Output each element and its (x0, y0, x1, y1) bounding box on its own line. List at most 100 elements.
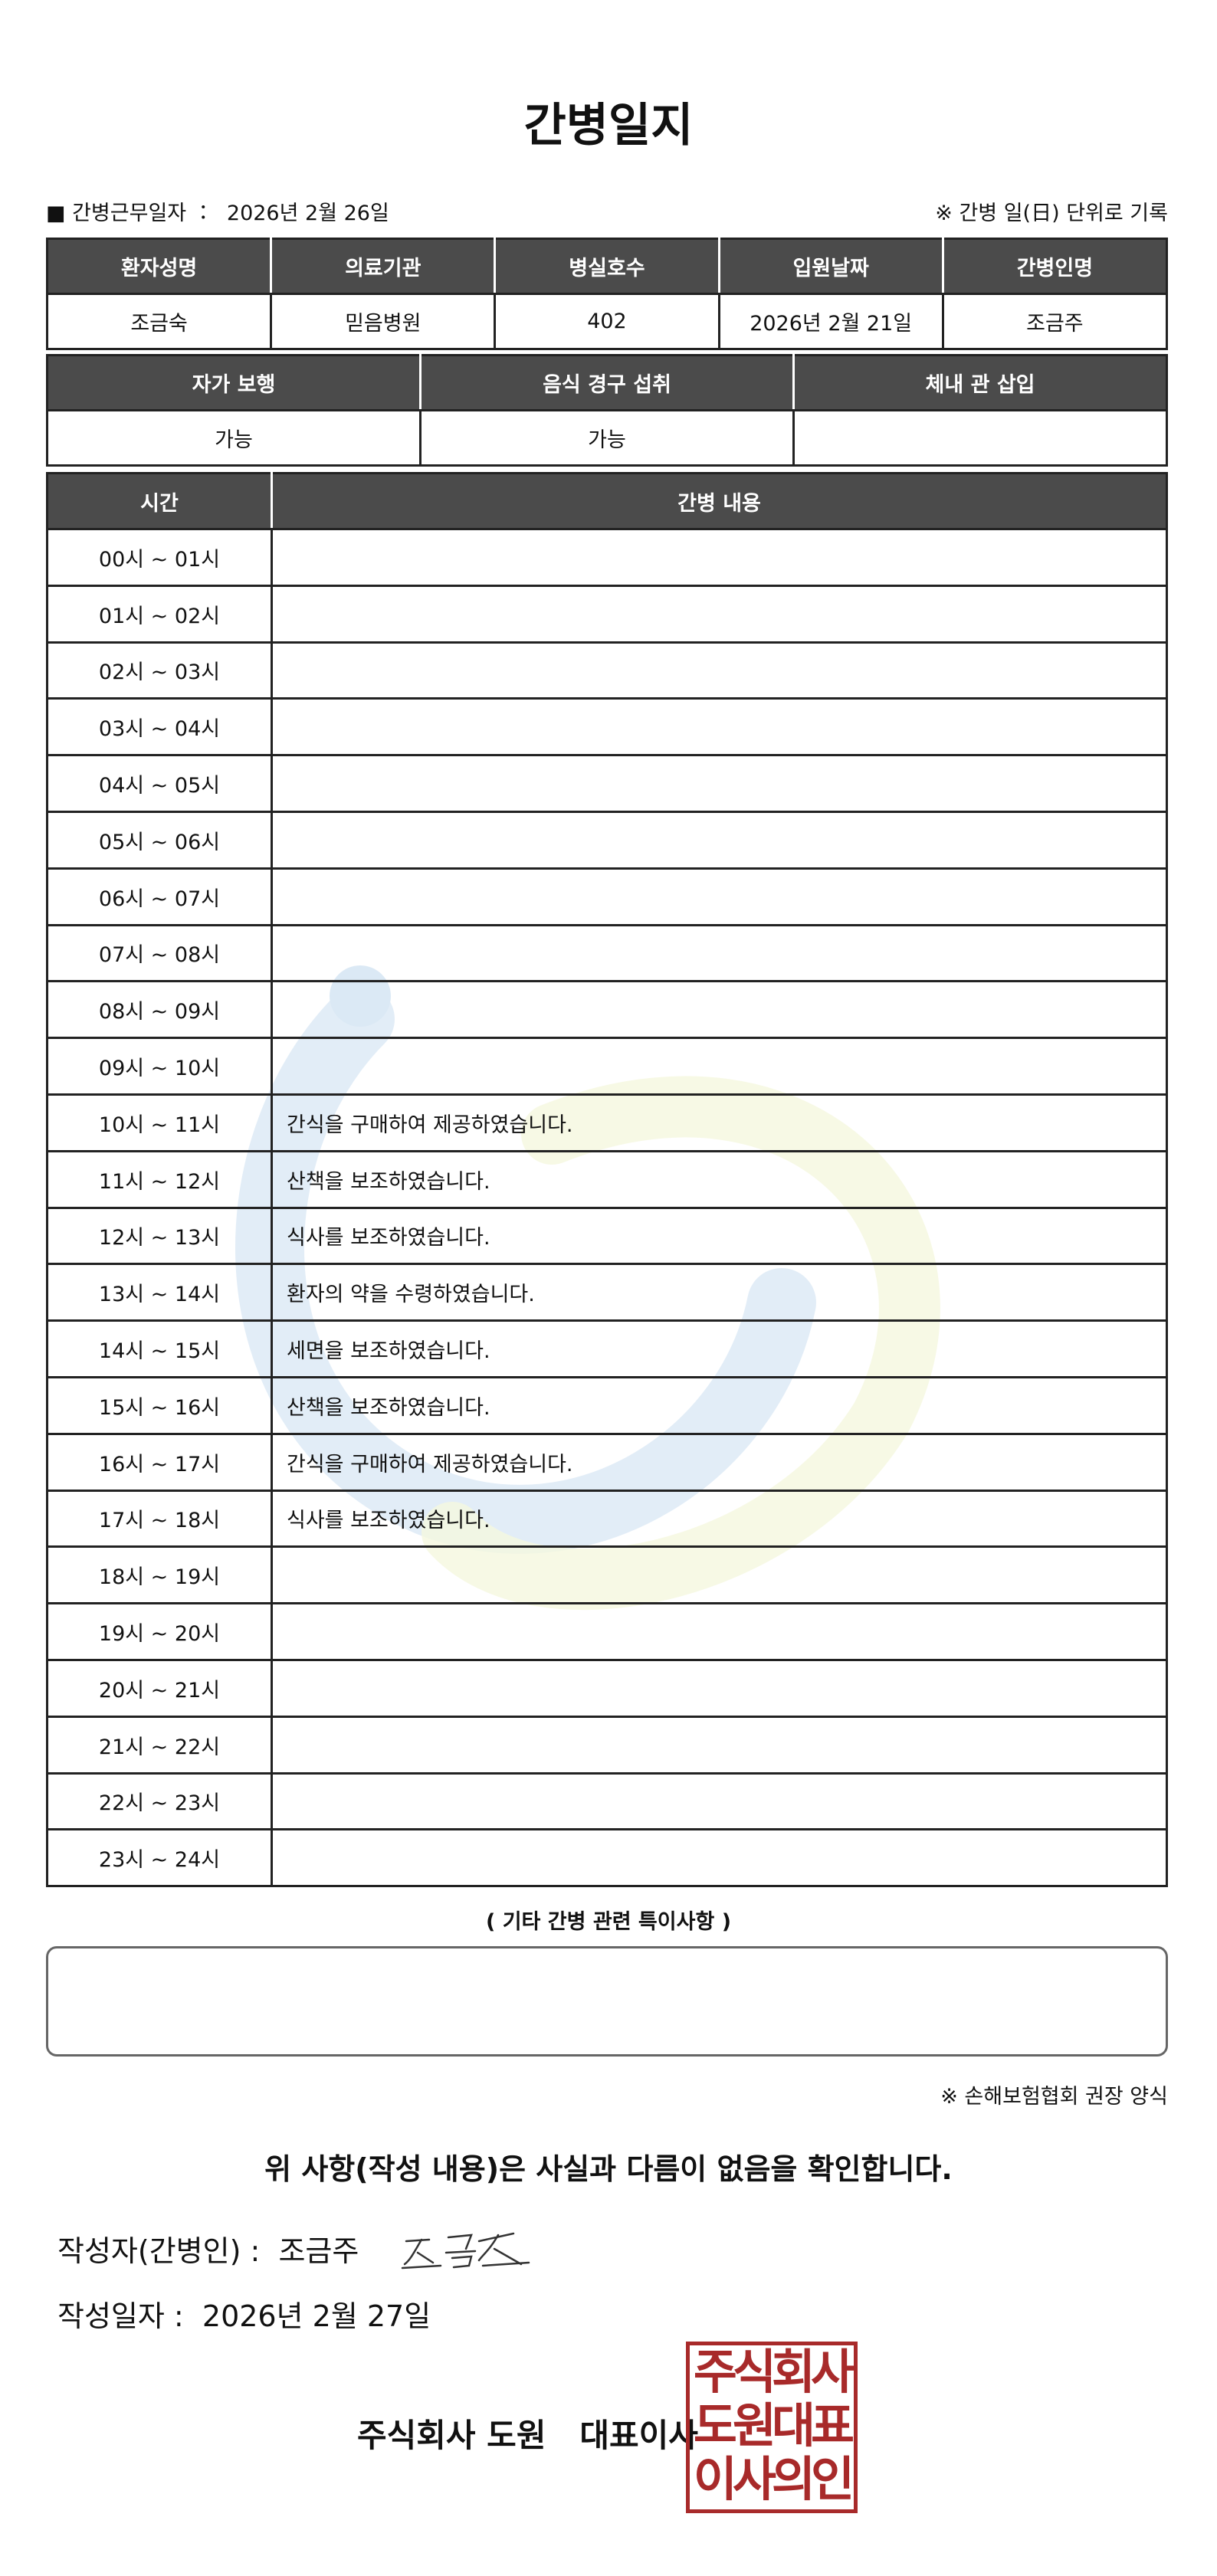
log-row: 09시 ~ 10시 (46, 1037, 1168, 1096)
write-date: 작성일자 : 2026년 2월 27일 (57, 2293, 431, 2335)
patient-table: 환자성명 의료기관 병실호수 입원날짜 간병인명 조금숙 믿음병원 402 2026년 2월 2… (45, 238, 1169, 350)
content-cell: 환자의 약을 수령하였습니다. (271, 1263, 1168, 1322)
write-date-label: 작성일자 : (57, 2299, 184, 2333)
time-cell: 22시 ~ 23시 (46, 1771, 273, 1831)
title: 간병일지 (523, 99, 694, 152)
time-cell: 05시 ~ 06시 (46, 810, 273, 870)
log-header: 간병 내용 (271, 472, 1168, 530)
content-cell: 식사를 보조하였습니다. (271, 1206, 1168, 1266)
status-table: 자가 보행 음식 경구 섭취 체내 관 삽입 가능 가능 (46, 354, 1168, 467)
work-date-label: ■ 간병근무일자 ： (46, 202, 214, 225)
remarks-box (46, 1946, 1168, 2057)
content-cell (271, 1771, 1168, 1831)
time-cell: 00시 ~ 01시 (46, 528, 273, 587)
time-cell: 21시 ~ 22시 (46, 1715, 273, 1775)
header-cell: 입원날짜 (717, 238, 944, 295)
time-cell: 08시 ~ 09시 (46, 980, 273, 1040)
header-cell: 환자성명 (45, 238, 273, 295)
log-row: 15시 ~ 16시 산책을 보조하였습니다. (46, 1375, 1168, 1435)
content-cell (271, 584, 1168, 644)
signature (401, 2232, 530, 2270)
header-cell: 의료기관 (270, 238, 497, 295)
content-cell: 간식을 구매하여 제공하였습니다. (271, 1432, 1168, 1492)
header-cell: 병실호수 (494, 238, 720, 295)
content-cell (271, 980, 1168, 1040)
seal: 주식회사 도원대표 이사의인 (686, 2342, 858, 2513)
work-date: ■ 간병근무일자 ： 2026년 2월 26일 (46, 196, 389, 226)
content-cell (271, 1545, 1168, 1605)
log-row: 18시 ~ 19시 (46, 1545, 1168, 1605)
log-row: 17시 ~ 18시 식사를 보조하였습니다. (46, 1489, 1168, 1549)
log-row: 03시 ~ 04시 (46, 697, 1168, 757)
time-cell: 23시 ~ 24시 (46, 1828, 273, 1888)
writer-name: 조금주 (278, 2234, 359, 2268)
record-note: ※ 간병 일(日) 단위로 기록 (935, 202, 1168, 225)
log-row: 16시 ~ 17시 간식을 구매하여 제공하였습니다. (46, 1432, 1168, 1492)
log-row: 11시 ~ 12시 산책을 보조하였습니다. (46, 1149, 1168, 1209)
time-cell: 15시 ~ 16시 (46, 1375, 273, 1435)
log-row: 22시 ~ 23시 (46, 1771, 1168, 1831)
content-cell (271, 641, 1168, 700)
form-note: ※ 손해보험협회 권장 양식 (940, 2085, 1168, 2109)
data-cell: 402 (494, 293, 720, 350)
writer-label: 작성자(간병인) : (57, 2234, 261, 2268)
time-cell: 13시 ~ 14시 (46, 1263, 273, 1322)
content-cell (271, 528, 1168, 587)
time-cell: 18시 ~ 19시 (46, 1545, 273, 1605)
time-cell: 19시 ~ 20시 (46, 1602, 273, 1661)
content-cell: 식사를 보조하였습니다. (271, 1489, 1168, 1549)
data-cell: 조금숙 (45, 293, 273, 350)
log-row: 14시 ~ 15시 세면을 보조하였습니다. (46, 1319, 1168, 1378)
content-cell (271, 1828, 1168, 1888)
time-cell: 03시 ~ 04시 (46, 697, 273, 757)
log-row: 12시 ~ 13시 식사를 보조하였습니다. (46, 1206, 1168, 1266)
content-cell (271, 1602, 1168, 1661)
content-cell (271, 867, 1168, 926)
time-cell: 12시 ~ 13시 (46, 1206, 273, 1266)
time-cell: 09시 ~ 10시 (46, 1037, 273, 1096)
content-cell (271, 1658, 1168, 1718)
time-cell: 11시 ~ 12시 (46, 1149, 273, 1209)
log-row: 21시 ~ 22시 (46, 1715, 1168, 1775)
content-cell (271, 1037, 1168, 1096)
data-cell: 가능 (46, 409, 422, 467)
log-row: 00시 ~ 01시 (46, 528, 1168, 587)
content-cell (271, 754, 1168, 813)
write-date-value: 2026년 2월 27일 (202, 2299, 431, 2333)
remarks-title: ( 기타 간병 관련 특이사항 ) (485, 1910, 732, 1934)
log-row: 13시 ~ 14시 환자의 약을 수령하였습니다. (46, 1263, 1168, 1322)
time-cell: 10시 ~ 11시 (46, 1093, 273, 1152)
time-cell: 02시 ~ 03시 (46, 641, 273, 700)
writer: 작성자(간병인) : 조금주 (57, 2227, 359, 2270)
header-cell: 자가 보행 (46, 354, 422, 411)
data-cell (792, 409, 1168, 467)
log-row: 06시 ~ 07시 (46, 867, 1168, 926)
log-row: 04시 ~ 05시 (46, 754, 1168, 813)
data-cell: 가능 (419, 409, 795, 467)
content-cell (271, 1715, 1168, 1775)
log-row: 10시 ~ 11시 간식을 구매하여 제공하였습니다. (46, 1093, 1168, 1152)
log-row: 01시 ~ 02시 (46, 584, 1168, 644)
content-cell: 간식을 구매하여 제공하였습니다. (271, 1093, 1168, 1152)
work-date-value: 2026년 2월 26일 (226, 202, 389, 225)
time-cell: 17시 ~ 18시 (46, 1489, 273, 1549)
content-cell: 산책을 보조하였습니다. (271, 1149, 1168, 1209)
log-row: 08시 ~ 09시 (46, 980, 1168, 1040)
time-cell: 20시 ~ 21시 (46, 1658, 273, 1718)
content-cell: 세면을 보조하였습니다. (271, 1319, 1168, 1378)
time-cell: 01시 ~ 02시 (46, 584, 273, 644)
header-cell: 음식 경구 섭취 (419, 354, 795, 411)
content-cell (271, 697, 1168, 757)
confirm-text: 위 사항(작성 내용)은 사실과 다름이 없음을 확인합니다. (264, 2152, 953, 2186)
log-row: 05시 ~ 06시 (46, 810, 1168, 870)
company: 주식회사 도원 대표이사 (357, 2417, 698, 2454)
log-header: 시간 (46, 472, 273, 530)
content-cell (271, 810, 1168, 870)
content-cell: 산책을 보조하였습니다. (271, 1375, 1168, 1435)
time-cell: 07시 ~ 08시 (46, 923, 273, 983)
log-row: 19시 ~ 20시 (46, 1602, 1168, 1661)
log-row: 07시 ~ 08시 (46, 923, 1168, 983)
seal-line: 도원대표 (693, 2397, 854, 2453)
time-cell: 06시 ~ 07시 (46, 867, 273, 926)
